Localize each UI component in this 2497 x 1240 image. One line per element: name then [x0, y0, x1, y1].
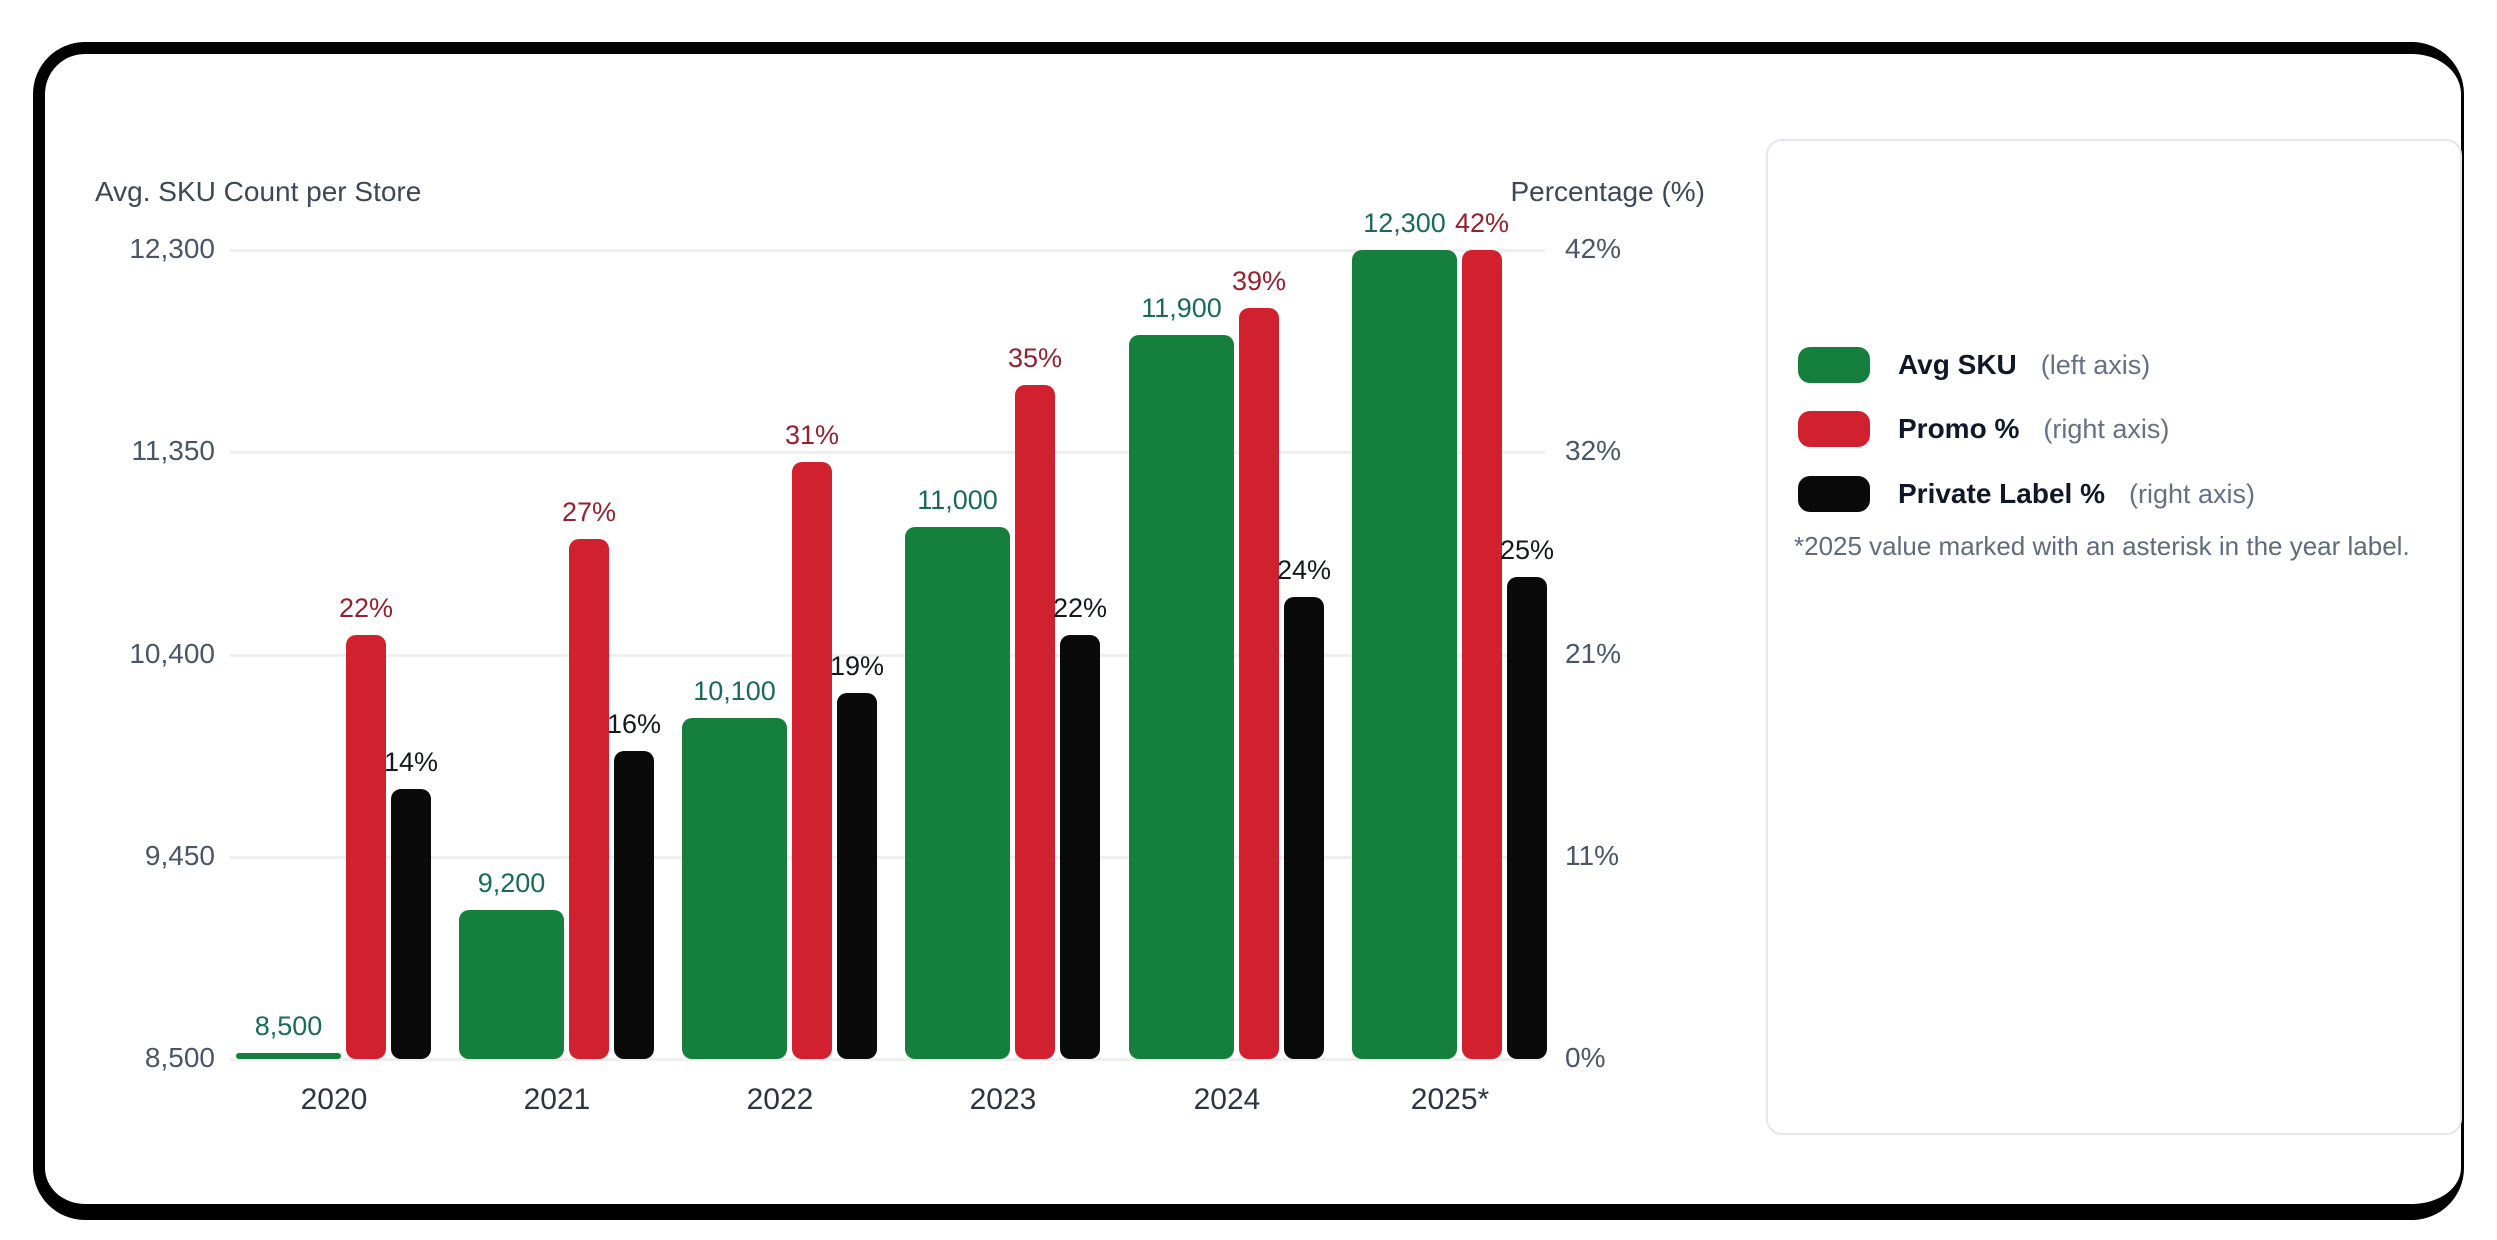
legend-swatch-private-label: [1798, 476, 1870, 512]
legend-item: Avg SKU (left axis): [1798, 345, 2150, 385]
legend-item-label: Promo %: [1898, 413, 2020, 444]
right-axis-tick: 32%: [1565, 435, 1622, 467]
legend-item-axis-note: (right axis): [2043, 413, 2170, 444]
left-axis-tick: 10,400: [129, 637, 215, 669]
bar-value-label: 24%: [1276, 555, 1332, 585]
bar-value-label: 16%: [606, 709, 662, 739]
left-axis-title: Avg. SKU Count per Store: [95, 176, 422, 207]
bar-value-label: 39%: [1231, 266, 1287, 296]
right-axis-tick: 11%: [1565, 839, 1619, 871]
bar-avg-sku: [1352, 250, 1457, 1059]
bar-value-label: 31%: [784, 420, 840, 450]
gridline: [230, 1058, 1545, 1061]
legend-card: Avg SKU (left axis) Promo % (right axis) Pri…: [1766, 139, 2462, 1135]
bar-value-label: 9,200: [477, 868, 546, 898]
bar-avg-sku: [682, 718, 787, 1059]
left-axis-tick: 11,350: [131, 435, 215, 467]
gridline: [230, 855, 1545, 859]
legend-item-axis-note: (right axis): [2128, 478, 2256, 509]
bar-value-label: 11,900: [1141, 293, 1222, 323]
bar-avg-sku: [1129, 335, 1234, 1059]
bar-value-label: 25%: [1499, 535, 1555, 565]
x-axis-category-label: 2023: [969, 1083, 1037, 1116]
bar-value-label: 10,100: [693, 676, 776, 706]
left-axis-tick: 12,300: [129, 233, 215, 264]
left-axis-tick: 9,450: [144, 839, 215, 871]
bar-promo: [1015, 385, 1055, 1059]
legend-item-label: Avg SKU: [1898, 349, 2017, 380]
legend-item: Promo % (right axis): [1798, 409, 2169, 449]
x-axis-category-label: 2020: [300, 1083, 368, 1116]
gridline: [230, 451, 1545, 455]
bar-value-label: 14%: [383, 747, 439, 777]
x-axis-category-label: 2022: [746, 1083, 814, 1116]
bar-private-label: [614, 751, 654, 1059]
bar-private-label: [1284, 597, 1324, 1059]
bar-promo: [346, 635, 386, 1059]
right-axis-tick: 0%: [1565, 1042, 1606, 1073]
legend-footnote: *2025 value marked with an asterisk in t…: [1794, 531, 2410, 561]
right-axis-tick: 21%: [1565, 637, 1622, 669]
bar-promo: [792, 462, 832, 1059]
bar-private-label: [837, 693, 877, 1059]
bar-avg-sku: [236, 1053, 341, 1059]
bar-value-label: 8,500: [254, 1011, 323, 1041]
legend-swatch-promo: [1798, 411, 1870, 447]
gridline: [230, 653, 1545, 657]
bar-private-label: [1060, 635, 1100, 1059]
bar-promo: [1462, 250, 1502, 1059]
bar-value-label: 19%: [829, 651, 885, 681]
bar-value-label: 35%: [1007, 343, 1063, 373]
bar-promo: [1239, 308, 1279, 1059]
bar-value-label: 22%: [338, 593, 394, 623]
gridline: [230, 249, 1545, 252]
bar-value-label: 12,300: [1363, 208, 1446, 238]
bar-value-label: 22%: [1052, 593, 1108, 623]
x-axis-category-label: 2021: [523, 1083, 591, 1116]
bar-value-label: 27%: [561, 497, 617, 527]
x-axis-category-label: 2024: [1193, 1083, 1261, 1116]
legend-item: Private Label % (right axis): [1798, 474, 2255, 514]
left-axis-tick: 8,500: [144, 1042, 215, 1073]
bar-private-label: [1507, 577, 1547, 1059]
legend-swatch-avg-sku: [1798, 347, 1870, 383]
bar-promo: [569, 539, 609, 1059]
legend-item-label: Private Label %: [1898, 478, 2105, 509]
legend-item-axis-note: (left axis): [2040, 349, 2151, 380]
bar-private-label: [391, 789, 431, 1059]
right-axis-title: Percentage (%): [1510, 176, 1705, 207]
bar-value-label: 11,000: [917, 485, 998, 515]
bar-value-label: 42%: [1454, 208, 1510, 238]
right-axis-tick: 42%: [1565, 233, 1622, 264]
bar-avg-sku: [905, 527, 1010, 1059]
x-axis-category-label: 2025*: [1410, 1083, 1490, 1116]
bar-avg-sku: [459, 910, 564, 1059]
